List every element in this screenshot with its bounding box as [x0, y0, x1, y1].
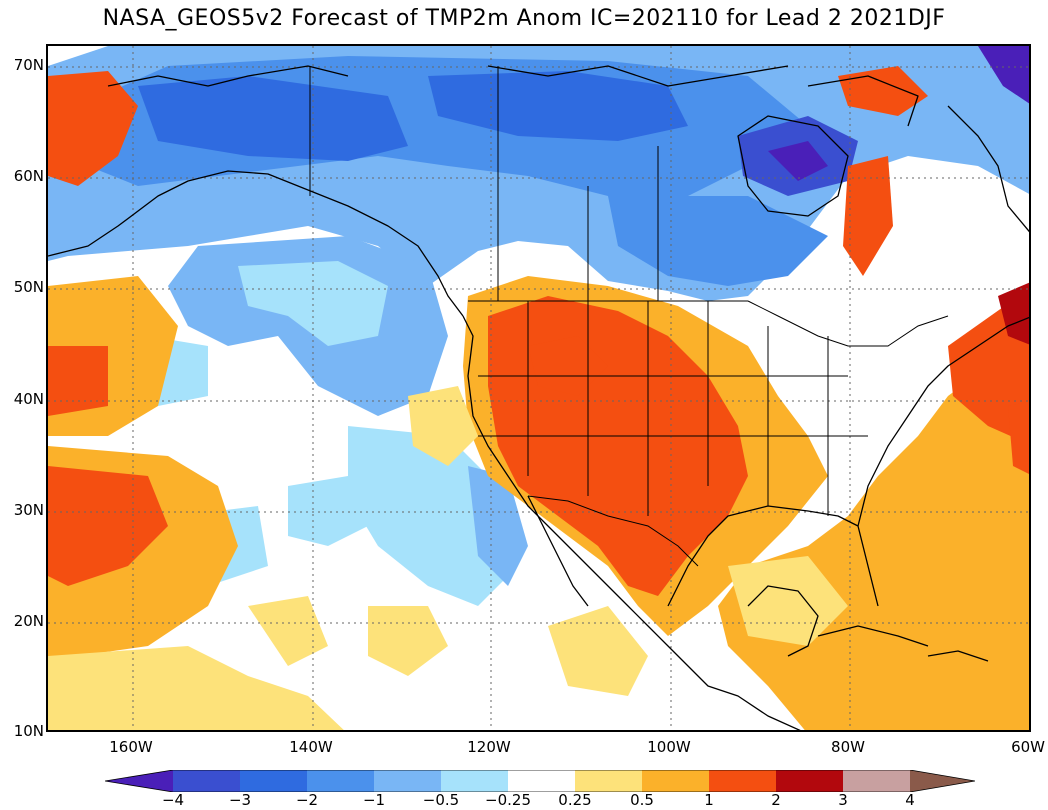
lat-label-40n: 40N — [13, 390, 44, 408]
colorbar-label-neg1: −1 — [362, 791, 386, 809]
colorbar-swatch-1-2 — [709, 770, 776, 792]
map-title: NASA_GEOS5v2 Forecast of TMP2m Anom IC=2… — [102, 6, 946, 31]
colorbar-label-neg3: −3 — [228, 791, 252, 809]
colorbar-swatch-1-05 — [374, 770, 441, 792]
colorbar-label-2: 2 — [771, 791, 781, 809]
colorbar-label-neg2: −2 — [295, 791, 319, 809]
coastlines — [48, 65, 1029, 730]
lat-label-20n: 20N — [13, 612, 44, 630]
colorbar-swatch-025-05 — [575, 770, 642, 792]
colorbar-swatch-05-025 — [441, 770, 508, 792]
colorbar-label-05: 0.5 — [630, 791, 654, 809]
anomaly-map — [46, 44, 1031, 732]
colorbar-label-1: 1 — [704, 791, 714, 809]
political-borders — [309, 66, 949, 567]
graticule — [48, 46, 1029, 730]
colorbar-swatch-lt-4 — [105, 770, 173, 792]
colorbar-swatch-neutral — [508, 770, 575, 792]
colorbar-swatch-gt-4 — [910, 770, 975, 792]
colorbar-label-neg025: −0.25 — [485, 791, 531, 809]
lat-label-50n: 50N — [13, 278, 44, 296]
colorbar-label-4: 4 — [905, 791, 915, 809]
lat-label-60n: 60N — [13, 167, 44, 185]
colorbar-swatch-3-4 — [843, 770, 910, 792]
colorbar-swatch-2-3 — [776, 770, 843, 792]
lon-label-160w: 160W — [109, 738, 153, 756]
lat-label-70n: 70N — [13, 56, 44, 74]
colorbar-swatch-05-1 — [642, 770, 709, 792]
lon-label-120w: 120W — [467, 738, 511, 756]
lat-label-10n: 10N — [13, 722, 44, 740]
lon-label-60w: 60W — [1011, 738, 1045, 756]
lon-label-100w: 100W — [647, 738, 691, 756]
lat-label-30n: 30N — [13, 501, 44, 519]
lon-label-140w: 140W — [289, 738, 333, 756]
colorbar-label-neg05: −0.5 — [422, 791, 460, 809]
colorbar-swatch-4-3 — [173, 770, 240, 792]
lon-label-80w: 80W — [831, 738, 865, 756]
colorbar-label-025: 0.25 — [558, 791, 592, 809]
colorbar — [105, 770, 975, 792]
colorbar-swatch-2-1 — [307, 770, 374, 792]
colorbar-label-neg4: −4 — [161, 791, 185, 809]
colorbar-swatch-3-2 — [240, 770, 307, 792]
colorbar-label-3: 3 — [838, 791, 848, 809]
anomaly-field — [48, 46, 1029, 730]
